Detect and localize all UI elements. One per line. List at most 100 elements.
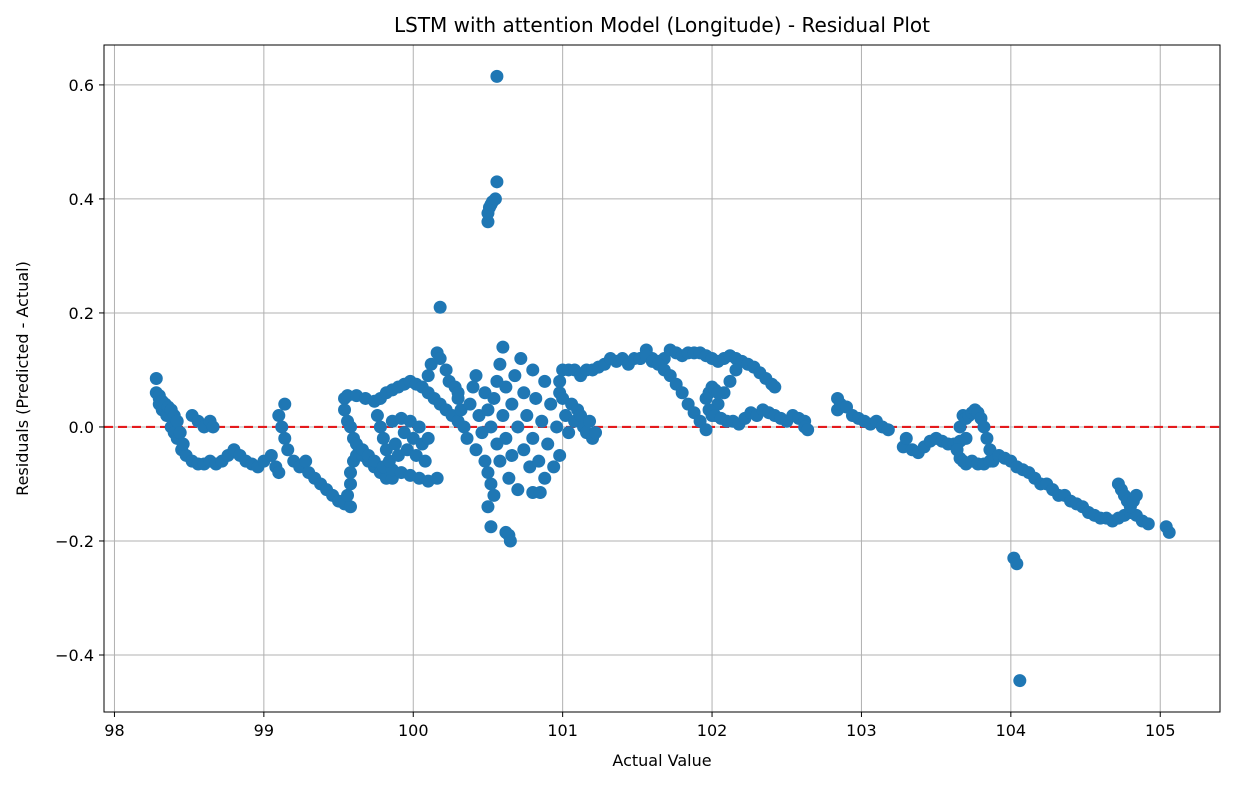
data-point: [490, 69, 504, 83]
data-point: [344, 500, 358, 514]
data-point: [562, 426, 576, 440]
data-point: [801, 423, 815, 437]
data-point: [768, 380, 782, 394]
data-point: [532, 454, 546, 468]
data-point: [526, 363, 540, 377]
data-point: [502, 471, 516, 485]
data-point: [469, 369, 483, 383]
data-point: [1141, 517, 1155, 531]
y-axis-ticks: −0.4 −0.2 0.0 0.2 0.4 0.6: [55, 76, 104, 665]
data-point: [533, 486, 547, 500]
data-point: [430, 471, 444, 485]
y-tick-label: 0.2: [69, 304, 94, 323]
data-point: [1010, 557, 1024, 571]
y-tick-label: 0.4: [69, 190, 94, 209]
data-point: [553, 374, 567, 388]
data-point: [959, 431, 973, 445]
data-point: [499, 380, 513, 394]
data-point: [508, 369, 522, 383]
data-point: [711, 386, 725, 400]
data-point: [487, 391, 501, 405]
data-point: [272, 409, 286, 423]
y-axis-label: Residuals (Predicted - Actual): [13, 261, 32, 496]
data-point: [977, 420, 991, 434]
data-point: [550, 420, 564, 434]
data-point: [675, 386, 689, 400]
data-point: [517, 386, 531, 400]
data-point: [299, 454, 313, 468]
chart-title: LSTM with attention Model (Longitude) - …: [394, 13, 930, 37]
data-point: [433, 300, 447, 314]
data-point: [469, 443, 483, 457]
data-point: [899, 431, 913, 445]
data-point: [206, 420, 220, 434]
data-point: [505, 397, 519, 411]
x-tick-label: 102: [697, 721, 728, 740]
y-tick-label: 0.0: [69, 418, 94, 437]
data-point: [481, 500, 495, 514]
data-point: [589, 426, 603, 440]
x-tick-label: 99: [254, 721, 274, 740]
x-tick-label: 104: [996, 721, 1027, 740]
data-point: [370, 409, 384, 423]
data-point: [511, 483, 525, 497]
data-point: [1013, 674, 1027, 688]
data-point: [451, 391, 465, 405]
data-point: [463, 397, 477, 411]
data-point: [341, 389, 355, 403]
data-point: [344, 477, 358, 491]
data-point: [421, 369, 435, 383]
data-point: [487, 488, 501, 502]
data-point: [699, 423, 713, 437]
data-point: [1129, 488, 1143, 502]
data-point: [484, 477, 498, 491]
data-point: [517, 443, 531, 457]
data-point: [496, 409, 510, 423]
data-point: [481, 403, 495, 417]
data-point: [344, 420, 358, 434]
data-point: [412, 420, 426, 434]
data-point: [493, 357, 507, 371]
y-tick-label: −0.2: [55, 532, 94, 551]
data-point: [338, 403, 352, 417]
data-point: [553, 448, 567, 462]
x-tick-label: 103: [846, 721, 877, 740]
y-tick-label: −0.4: [55, 646, 94, 665]
data-point: [493, 454, 507, 468]
data-point: [881, 423, 895, 437]
data-point: [499, 431, 513, 445]
data-point: [488, 192, 502, 206]
data-point: [511, 420, 525, 434]
x-tick-label: 98: [104, 721, 124, 740]
data-point: [421, 431, 435, 445]
data-point: [729, 363, 743, 377]
data-point: [457, 420, 471, 434]
data-point: [478, 454, 492, 468]
x-tick-label: 105: [1145, 721, 1176, 740]
x-axis-ticks: 98 99 100 101 102 103 104 105: [104, 712, 1176, 740]
data-point: [373, 420, 387, 434]
x-axis-label: Actual Value: [612, 751, 711, 770]
data-point: [980, 431, 994, 445]
y-tick-label: 0.6: [69, 76, 94, 95]
data-point: [173, 426, 187, 440]
data-point: [541, 437, 555, 451]
x-tick-label: 100: [398, 721, 429, 740]
data-point: [341, 488, 355, 502]
data-point: [484, 420, 498, 434]
data-point: [514, 352, 528, 366]
x-tick-label: 101: [547, 721, 578, 740]
data-point: [538, 471, 552, 485]
data-point: [505, 448, 519, 462]
data-point: [388, 437, 402, 451]
data-point: [176, 437, 190, 451]
data-point: [275, 420, 289, 434]
data-point: [170, 414, 184, 428]
data-point: [583, 414, 597, 428]
data-point: [149, 372, 163, 385]
data-point: [526, 431, 540, 445]
data-point: [538, 374, 552, 388]
data-point: [529, 391, 543, 405]
data-point: [418, 454, 432, 468]
